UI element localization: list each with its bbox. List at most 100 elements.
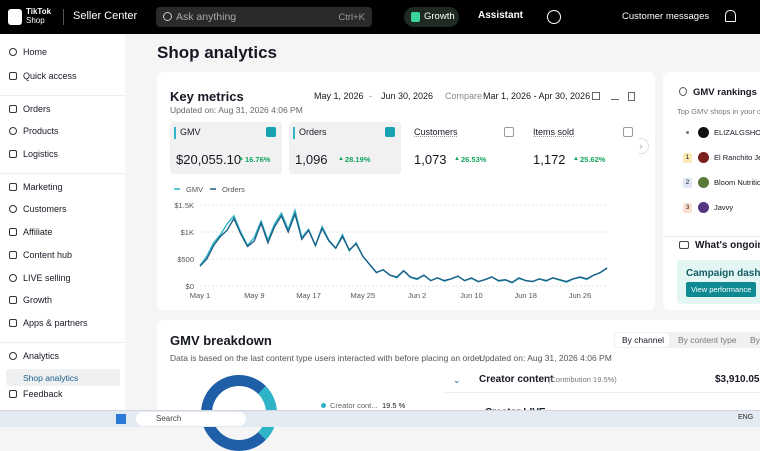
change-arrow: ▲ <box>338 156 344 162</box>
nav-item[interactable]: Home <box>23 47 48 57</box>
nav-item[interactable]: Logistics <box>23 149 59 159</box>
divider <box>63 9 64 25</box>
download-icon[interactable] <box>611 92 619 100</box>
tab[interactable]: By channel <box>622 335 665 345</box>
row-contribution: (Contribution 19.5%) <box>548 375 617 384</box>
compare-label: Compare <box>445 91 483 101</box>
nav-item[interactable]: Growth <box>23 295 53 305</box>
metric-tile[interactable]: Customers 1,073 ▲ 26.53% <box>408 122 520 174</box>
metric-name: Items sold <box>533 127 575 137</box>
legend-label: Creator cont... <box>330 401 378 410</box>
y-tick-label: $500 <box>177 255 194 264</box>
date-separator: - <box>369 91 372 101</box>
compare-range[interactable]: Mar 1, 2026 - Apr 30, 2026 <box>483 91 591 101</box>
notifications-icon[interactable] <box>725 10 736 22</box>
nav-item[interactable]: Content hub <box>23 250 73 260</box>
breakdown-description: Data is based on the last content type u… <box>170 353 485 363</box>
nav-icon <box>9 205 17 213</box>
sidebar: Home Quick access Orders Products Logistics M… <box>0 34 125 410</box>
growth-label: Growth <box>424 11 455 22</box>
metric-value: 1,172 <box>533 152 566 167</box>
assistant-button[interactable]: Assistant <box>478 10 523 21</box>
end-date[interactable]: Jun 30, 2026 <box>381 91 434 101</box>
row-name: Creator content <box>479 374 554 385</box>
messages-button[interactable]: Customer messages <box>622 11 709 22</box>
metric-tile[interactable]: Items sold 1,172 ▲ 25.62% <box>527 122 639 174</box>
rankings-card: GMV rankings Top GMV shops in your cat W… <box>663 72 760 310</box>
search-box[interactable]: Ask anything Ctrl+K <box>156 7 372 27</box>
row-value: $3,910.05 <box>715 374 760 385</box>
nav-icon <box>9 150 17 158</box>
expand-arrow[interactable]: ⌄ <box>453 375 461 385</box>
start-date[interactable]: May 1, 2026 <box>314 91 364 101</box>
metric-value: $20,055.10 <box>176 152 242 167</box>
change-arrow: ▲ <box>573 156 579 162</box>
content-row[interactable]: ⌄ Creator content (Contribution 19.5%) $… <box>445 367 760 393</box>
x-tick-label: May 25 <box>351 291 376 300</box>
edit-icon[interactable] <box>592 92 600 100</box>
metric-accent <box>293 127 295 139</box>
nav-item[interactable]: Analytics <box>23 351 60 361</box>
nav-item[interactable]: Quick access <box>23 71 77 81</box>
nav-item[interactable]: Shop analytics <box>23 373 79 383</box>
search-icon <box>163 12 172 21</box>
shop-name[interactable]: Bloom Nutritio <box>714 178 760 187</box>
ongoing-title: What's ongoing <box>695 240 760 251</box>
help-icon[interactable] <box>547 10 561 24</box>
growth-button[interactable]: Growth <box>404 7 459 27</box>
rank-badge: 2 <box>683 178 692 188</box>
divider <box>663 236 760 237</box>
taskbar-search[interactable]: Search <box>136 412 246 426</box>
metric-checkbox[interactable] <box>385 127 395 137</box>
topbar: TikTok Shop Seller Center Ask anything C… <box>0 0 760 34</box>
tab[interactable]: By <box>750 335 760 345</box>
breakdown-title: GMV breakdown <box>170 333 272 348</box>
view-performance-button[interactable]: View performance <box>686 282 757 297</box>
legend-label: GMV <box>186 185 203 194</box>
metric-accent <box>174 127 176 139</box>
nav-item[interactable]: Feedback <box>23 389 63 399</box>
metric-checkbox[interactable] <box>266 127 276 137</box>
nav-item[interactable]: Affiliate <box>23 227 53 237</box>
search-placeholder: Ask anything <box>176 11 237 23</box>
metric-tile[interactable]: Orders 1,096 ▲ 28.19% <box>289 122 401 174</box>
divider <box>0 173 125 174</box>
metric-checkbox[interactable] <box>504 127 514 137</box>
metric-change: 26.53% <box>461 155 487 164</box>
x-tick-label: Jun 18 <box>514 291 537 300</box>
rank-badge: 3 <box>683 203 692 213</box>
tab[interactable]: By content type <box>678 335 737 345</box>
nav-item[interactable]: Orders <box>23 104 51 114</box>
legend-value: 19.5 % <box>382 401 406 410</box>
rank-dot <box>686 131 689 134</box>
language: ENG <box>738 414 754 421</box>
nav-item[interactable]: Customers <box>23 204 67 214</box>
nav-icon <box>9 127 17 135</box>
divider <box>0 342 125 343</box>
report-icon[interactable] <box>628 92 635 101</box>
shop-name[interactable]: ELIZALGSHOP <box>714 128 760 137</box>
x-tick-label: May 17 <box>296 291 321 300</box>
shop-name[interactable]: El Ranchito Jer <box>714 153 760 162</box>
nav-icon <box>9 352 17 360</box>
nav-item[interactable]: Marketing <box>23 182 63 192</box>
nav-item[interactable]: Products <box>23 126 59 136</box>
shop-name[interactable]: Javvy <box>714 203 734 212</box>
nav-icon <box>9 274 17 282</box>
nav-icon <box>9 105 17 113</box>
x-tick-label: May 9 <box>244 291 264 300</box>
x-tick-label: Jun 10 <box>460 291 483 300</box>
breakdown-card: GMV breakdown Data is based on the last … <box>157 320 760 451</box>
metric-tile[interactable]: GMV $20,055.10 ▲ 16.76% <box>170 122 282 174</box>
nav-item[interactable]: LIVE selling <box>23 273 71 283</box>
start-button[interactable] <box>116 414 126 424</box>
active-highlight <box>6 369 120 386</box>
y-tick-label: $0 <box>186 282 194 291</box>
shop-avatar <box>698 152 709 163</box>
nav-item[interactable]: Apps & partners <box>23 318 88 328</box>
metric-value: 1,096 <box>295 152 328 167</box>
logo-bottom: Shop <box>26 16 45 25</box>
metric-checkbox[interactable] <box>623 127 633 137</box>
nav-icon <box>9 390 17 398</box>
metric-change: 16.76% <box>245 155 271 164</box>
